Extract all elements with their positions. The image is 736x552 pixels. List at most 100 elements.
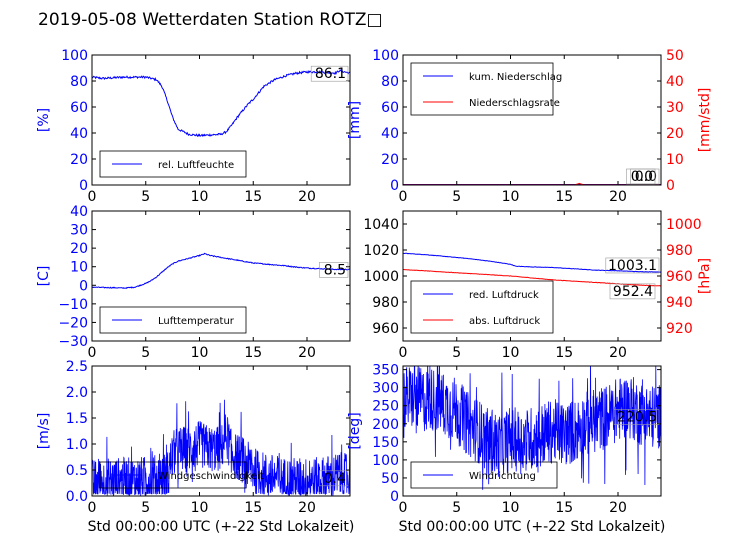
current-value-annotation-1: 1003.1 <box>605 257 660 274</box>
x-tick-label: 20 <box>609 500 627 516</box>
figure-title: 2019-05-08 Wetterdaten Station ROTZ□ <box>38 10 383 30</box>
y-tick-label: 2.5 <box>66 359 88 375</box>
legend-label: Windrichtung <box>469 471 536 482</box>
annotation-text: 952.4 <box>613 284 653 300</box>
series-line-windrichtung <box>403 366 661 490</box>
legend-label: Niederschlagsrate <box>469 98 560 109</box>
legend-box <box>410 461 558 489</box>
current-value-annotation: 220.5 <box>613 409 660 426</box>
annotation-box <box>609 283 656 300</box>
y-tick-label: 100 <box>372 48 399 64</box>
x-tick-label: 5 <box>452 500 461 516</box>
y-tick-label-right: 30 <box>666 100 684 116</box>
y-tick-label: 0 <box>390 178 399 194</box>
chart-panel-precip: 0 5 10 15 20 0 20 40 60 80 100 0 10 20 30 40 50 [mm] [mm/s… <box>347 48 713 205</box>
legend: red. Luftdruck abs. Luftdruck <box>410 280 554 334</box>
x-tick-label: 0 <box>399 500 408 516</box>
x-tick-label: 5 <box>141 345 150 361</box>
current-value-annotation: 86.1 <box>310 65 349 82</box>
x-tick-label: 20 <box>609 345 627 361</box>
x-tick-label: 20 <box>609 189 627 205</box>
y-axis-label: [mm] <box>347 101 363 139</box>
x-tick-label: 10 <box>191 189 209 205</box>
x-tick-label: 10 <box>502 189 520 205</box>
y-tick-label: 40 <box>70 126 88 142</box>
y-tick-label: 50 <box>381 471 399 487</box>
y-tick-label-right: 50 <box>666 48 684 64</box>
x-tick-label: 0 <box>399 189 408 205</box>
y-tick-label-right: 40 <box>666 74 684 90</box>
annotation-box <box>626 168 656 185</box>
legend: Lufttemperatur <box>99 306 247 334</box>
y-tick-label: 0.5 <box>66 463 88 479</box>
x-tick-label: 0 <box>399 345 408 361</box>
y-axis-label-right: [mm/std] <box>697 88 713 153</box>
chart-panel-wind: 0 5 10 15 20 0.0 0.5 1.0 1.5 2.0 2.5 [m/s] Std 00:00… <box>36 359 354 535</box>
plot-frame <box>91 365 351 497</box>
annotation-text: 0.4 <box>324 471 346 487</box>
annotation-box <box>310 65 349 82</box>
y-tick-label: 1.0 <box>66 437 88 453</box>
x-tick-label: 5 <box>452 189 461 205</box>
y-axis-label: [deg] <box>347 412 363 449</box>
y-tick-label: 0 <box>79 278 88 294</box>
y-tick-label: 80 <box>381 74 399 90</box>
annotation-text: 0.0 <box>631 169 653 185</box>
y-tick-label-right: 980 <box>666 243 693 259</box>
y-tick-label-right: 960 <box>666 269 693 285</box>
legend-label: rel. Luftfeuchte <box>158 160 234 171</box>
y-tick-label: 10 <box>70 260 88 276</box>
x-axis-label: Std 00:00:00 UTC (+-22 Std Lokalzeit) <box>88 519 355 535</box>
y-axis-label: [%] <box>36 108 52 132</box>
y-tick-label: 350 <box>372 363 399 379</box>
x-tick-label: 15 <box>555 189 573 205</box>
y-tick-label-right: 10 <box>666 152 684 168</box>
y-tick-label: 100 <box>372 453 399 469</box>
y-tick-label: 40 <box>381 126 399 142</box>
legend: Windrichtung <box>410 461 558 489</box>
current-value-annotation: 0.4 <box>319 470 349 487</box>
legend-label: red. Luftdruck <box>469 290 539 301</box>
legend-label: abs. Luftdruck <box>469 316 540 327</box>
legend-label: Lufttemperatur <box>158 316 235 327</box>
y-tick-label: 300 <box>372 381 399 397</box>
y-tick-label: 150 <box>372 435 399 451</box>
current-value-annotation: 8.5 <box>319 262 349 278</box>
y-tick-label: −30 <box>58 334 88 350</box>
x-tick-label: 5 <box>452 345 461 361</box>
y-tick-label: 20 <box>381 152 399 168</box>
y-tick-label: 20 <box>70 241 88 257</box>
x-tick-label: 15 <box>555 500 573 516</box>
y-tick-label-right: 940 <box>666 295 693 311</box>
x-tick-label: 10 <box>502 345 520 361</box>
plot-frame <box>91 54 351 186</box>
y-tick-label-right: 1000 <box>666 217 702 233</box>
y-tick-label: 1000 <box>363 269 399 285</box>
annotation-box <box>605 257 660 274</box>
plot-frame <box>402 54 662 186</box>
annotation-text: 220.5 <box>617 410 657 426</box>
y-tick-label-right: 0 <box>666 178 675 194</box>
annotation-box <box>613 409 660 425</box>
legend-box <box>99 461 247 489</box>
y-tick-label: 250 <box>372 399 399 415</box>
series-group <box>403 366 661 490</box>
y-tick-label: 0 <box>79 178 88 194</box>
current-value-annotation-2: 0.0 <box>626 168 656 185</box>
legend-box <box>99 306 247 334</box>
chart-panel-humidity: 0 5 10 15 20 0 20 40 60 80 100 [%] rel. Luftfeuchte 8… <box>36 48 351 205</box>
y-tick-label: 30 <box>70 223 88 239</box>
y-tick-label: 60 <box>70 100 88 116</box>
y-tick-label: 80 <box>70 74 88 90</box>
series-group <box>92 69 350 137</box>
y-tick-label: 20 <box>70 152 88 168</box>
x-tick-label: 20 <box>298 189 316 205</box>
annotation-text: 1003.1 <box>608 258 657 274</box>
legend-box <box>99 150 247 178</box>
series-group <box>92 252 350 290</box>
y-tick-label: 60 <box>381 100 399 116</box>
y-tick-label: 1.5 <box>66 411 88 427</box>
y-tick-label: 0 <box>390 489 399 505</box>
x-tick-label: 15 <box>555 345 573 361</box>
